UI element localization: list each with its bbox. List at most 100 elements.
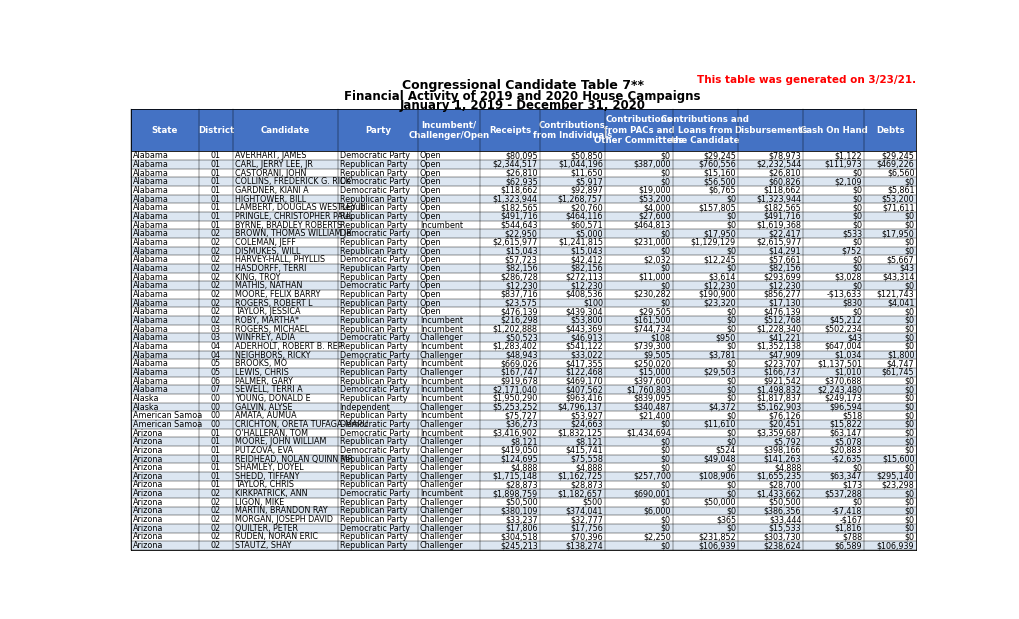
- Text: $0: $0: [726, 359, 736, 368]
- Text: 01: 01: [211, 203, 221, 212]
- Text: 02: 02: [211, 281, 221, 290]
- Text: $50,000: $50,000: [703, 498, 736, 507]
- Text: Open: Open: [420, 229, 441, 238]
- Text: 01: 01: [211, 446, 221, 455]
- Text: Republican Party: Republican Party: [339, 359, 407, 368]
- Text: $0: $0: [904, 220, 914, 230]
- Text: $4,747: $4,747: [886, 359, 914, 368]
- Text: $47,909: $47,909: [768, 350, 801, 360]
- Text: $216,298: $216,298: [499, 316, 537, 325]
- Text: $27,600: $27,600: [638, 212, 671, 221]
- Text: $121,743: $121,743: [876, 290, 914, 299]
- Text: 01: 01: [211, 160, 221, 169]
- Text: NEIGHBORS, RICKY: NEIGHBORS, RICKY: [235, 350, 311, 360]
- Bar: [130, 108, 915, 152]
- Text: $386,356: $386,356: [763, 506, 801, 516]
- Text: $250,020: $250,020: [633, 359, 671, 368]
- Text: $106,939: $106,939: [876, 541, 914, 550]
- Text: $5,792: $5,792: [772, 437, 801, 446]
- Text: Alabama: Alabama: [132, 385, 168, 394]
- Text: Alabama: Alabama: [132, 281, 168, 290]
- Bar: [130, 325, 915, 334]
- Text: $15,533: $15,533: [768, 524, 801, 533]
- Text: ROBY, MARTHA*: ROBY, MARTHA*: [235, 316, 299, 325]
- Text: Alabama: Alabama: [132, 229, 168, 238]
- Text: Republican Party: Republican Party: [339, 264, 407, 273]
- Text: Democratic Party: Democratic Party: [339, 151, 410, 160]
- Text: $15,043: $15,043: [504, 246, 537, 256]
- Text: $1,323,944: $1,323,944: [492, 194, 537, 204]
- Text: Incumbent: Incumbent: [420, 220, 463, 230]
- Text: LEWIS, CHRIS: LEWIS, CHRIS: [235, 368, 289, 377]
- Text: 02: 02: [211, 532, 221, 542]
- Text: $0: $0: [660, 420, 671, 429]
- Text: Candidate: Candidate: [261, 126, 310, 134]
- Text: GARDNER, KIANI A: GARDNER, KIANI A: [235, 186, 309, 195]
- Text: American Samoa: American Samoa: [132, 411, 202, 420]
- Bar: [130, 429, 915, 438]
- Text: Democratic Party: Democratic Party: [339, 489, 410, 498]
- Text: $0: $0: [904, 342, 914, 351]
- Text: Republican Party: Republican Party: [339, 160, 407, 169]
- Text: $0: $0: [660, 437, 671, 446]
- Text: Arizona: Arizona: [132, 506, 163, 516]
- Text: $0: $0: [726, 437, 736, 446]
- Text: $15,043: $15,043: [570, 246, 602, 256]
- Text: $26,810: $26,810: [504, 168, 537, 178]
- Text: LIGON, MIKE: LIGON, MIKE: [235, 498, 284, 507]
- Text: $476,139: $476,139: [499, 307, 537, 316]
- Bar: [130, 490, 915, 498]
- Text: $0: $0: [904, 506, 914, 516]
- Text: $6,589: $6,589: [834, 541, 861, 550]
- Text: $53,800: $53,800: [570, 316, 602, 325]
- Bar: [130, 238, 915, 247]
- Text: 02: 02: [211, 506, 221, 516]
- Text: $22,950: $22,950: [504, 229, 537, 238]
- Text: Republican Party: Republican Party: [339, 194, 407, 204]
- Text: $4,888: $4,888: [510, 463, 537, 472]
- Text: GALVIN, ALYSE: GALVIN, ALYSE: [235, 402, 292, 412]
- Text: $4,796,137: $4,796,137: [557, 402, 602, 412]
- Text: $0: $0: [904, 402, 914, 412]
- Text: Arizona: Arizona: [132, 532, 163, 542]
- Text: $295,140: $295,140: [876, 472, 914, 481]
- Text: $57,661: $57,661: [768, 255, 801, 264]
- Text: $921,542: $921,542: [762, 376, 801, 386]
- Text: $0: $0: [904, 324, 914, 334]
- Text: Alabama: Alabama: [132, 255, 168, 264]
- Text: $21,400: $21,400: [638, 411, 671, 420]
- Text: Alabama: Alabama: [132, 203, 168, 212]
- Text: Arizona: Arizona: [132, 472, 163, 481]
- Text: $63,147: $63,147: [828, 428, 861, 438]
- Text: $108,906: $108,906: [698, 472, 736, 481]
- Text: $0: $0: [904, 498, 914, 507]
- Text: Republican Party: Republican Party: [339, 307, 407, 316]
- Text: RUDEN, NORAN ERIC: RUDEN, NORAN ERIC: [235, 532, 318, 542]
- Text: $96,594: $96,594: [828, 402, 861, 412]
- Text: Contributions and
Loans from
the Candidate: Contributions and Loans from the Candida…: [660, 116, 749, 145]
- Text: Alaska: Alaska: [132, 402, 159, 412]
- Text: $0: $0: [660, 246, 671, 256]
- Text: Republican Party: Republican Party: [339, 220, 407, 230]
- Text: 04: 04: [211, 342, 221, 351]
- Text: $249,173: $249,173: [823, 394, 861, 403]
- Bar: [130, 221, 915, 230]
- Text: $100: $100: [582, 298, 602, 308]
- Text: PRINGLE, CHRISTOPHER PAUL: PRINGLE, CHRISTOPHER PAUL: [235, 212, 354, 221]
- Bar: [130, 152, 915, 160]
- Text: $1,162,725: $1,162,725: [557, 472, 602, 481]
- Bar: [130, 160, 915, 169]
- Bar: [130, 308, 915, 316]
- Text: Republican Party: Republican Party: [339, 272, 407, 282]
- Text: $5,861: $5,861: [887, 186, 914, 195]
- Text: 02: 02: [211, 229, 221, 238]
- Text: $118,662: $118,662: [499, 186, 537, 195]
- Text: Challenger: Challenger: [420, 515, 463, 524]
- Text: 06: 06: [211, 376, 221, 386]
- Text: Republican Party: Republican Party: [339, 203, 407, 212]
- Text: Republican Party: Republican Party: [339, 454, 407, 464]
- Text: $50,500: $50,500: [768, 498, 801, 507]
- Text: Republican Party: Republican Party: [339, 212, 407, 221]
- Bar: [130, 273, 915, 282]
- Text: Arizona: Arizona: [132, 480, 163, 490]
